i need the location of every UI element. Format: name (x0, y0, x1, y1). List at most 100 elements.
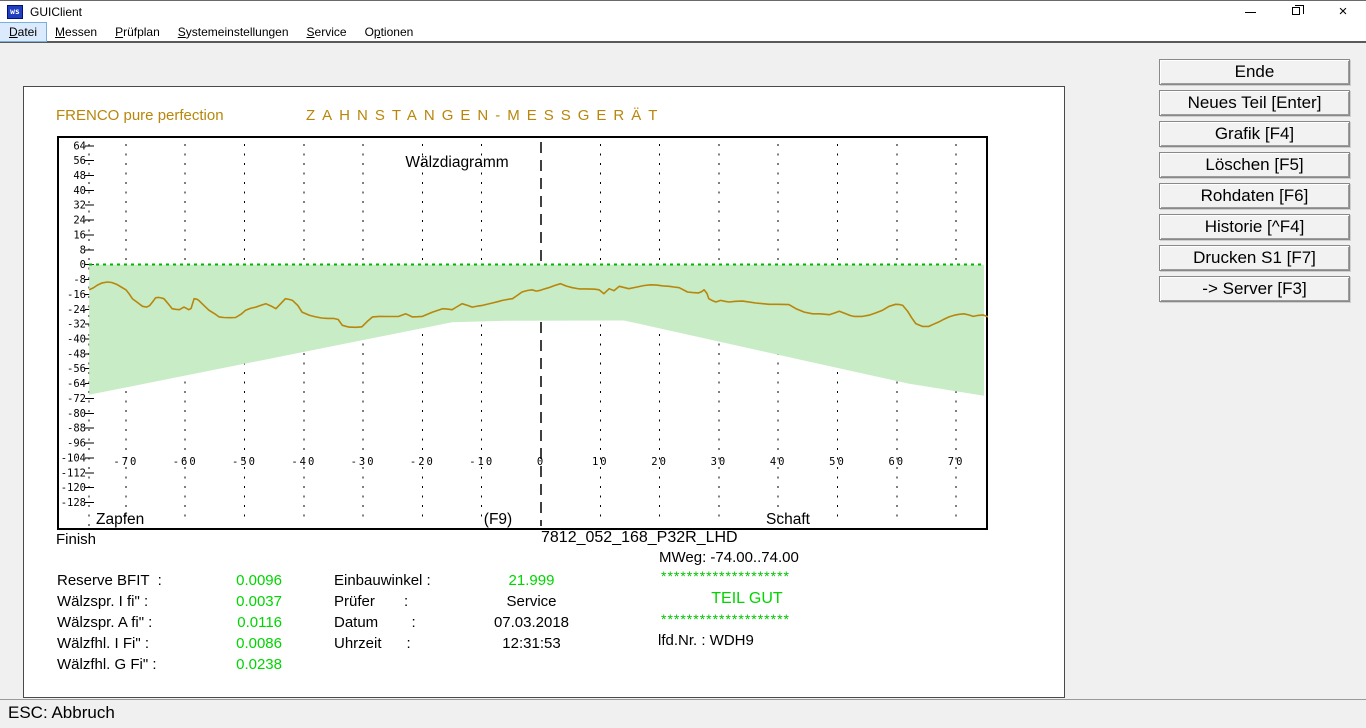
info-row: Datum : 07.03.2018 (334, 614, 569, 635)
historie-button[interactable]: Historie [^F4] (1159, 214, 1350, 240)
svg-text:-120: -120 (61, 482, 86, 494)
menu-item-service[interactable]: Service (306, 25, 347, 39)
svg-text:Zapfen: Zapfen (96, 511, 144, 528)
svg-text:-128: -128 (61, 497, 86, 509)
walz-diagram-svg: 64 56 48 40 32 24 16 8 0 -8 -16 -24 -32 -40 -48 -56 -64 -… (61, 140, 988, 528)
grafik-button[interactable]: Grafik [F4] (1159, 121, 1350, 147)
part-number: 7812_052_168_P32R_LHD (541, 529, 738, 546)
measurement-values-middle: Einbauwinkel : 21.999 Prüfer : Service Datum… (334, 572, 569, 656)
ende-button[interactable]: Ende (1159, 59, 1350, 85)
info-label: Uhrzeit : (334, 635, 411, 652)
svg-text:-88: -88 (67, 423, 86, 435)
loeschen-button[interactable]: Löschen [F5] (1159, 152, 1350, 178)
svg-text:-50: -50 (232, 456, 257, 468)
app-icon: ws (7, 5, 23, 19)
svg-text:-16: -16 (67, 289, 86, 301)
status-bar-text: ESC: Abbruch (8, 703, 115, 722)
svg-text:40: 40 (73, 185, 86, 197)
info-value: Service (506, 593, 557, 610)
measurement-values-left: Reserve BFIT : 0.0096 Wälzspr. I fi" : 0.00… (57, 572, 282, 677)
info-row: Uhrzeit : 12:31:53 (334, 635, 561, 656)
svg-text:-40: -40 (67, 334, 86, 346)
menu-bar: Datei Messen Prüfplan Systemeinstellungen Se… (0, 22, 1366, 43)
svg-text:30: 30 (711, 456, 728, 468)
menu-item-optionen[interactable]: Optionen (364, 25, 414, 39)
brand-label: FRENCO pure perfection (56, 107, 224, 124)
info-label: Wälzfhl. G Fi" : (57, 656, 157, 673)
svg-text:24: 24 (73, 215, 86, 227)
svg-text:40: 40 (770, 456, 787, 468)
menu-item-pruefplan[interactable]: Prüfplan (115, 25, 160, 39)
info-value: 07.03.2018 (493, 614, 570, 631)
menu-item-messen[interactable]: Messen (55, 25, 98, 39)
info-row: Reserve BFIT : 0.0096 (57, 572, 282, 593)
finish-label: Finish (56, 531, 97, 548)
stars-top: ******************** (661, 568, 790, 584)
svg-text:8: 8 (80, 244, 86, 256)
info-row: Einbauwinkel : 21.999 (334, 572, 554, 593)
info-row: Prüfer : Service (334, 593, 557, 614)
action-button-stack: Ende Neues Teil [Enter] Grafik [F4] Löschen… (1159, 59, 1350, 307)
info-label: Datum : (334, 614, 416, 631)
close-button[interactable]: × (1320, 1, 1366, 23)
info-label: Reserve BFIT : (57, 572, 162, 589)
svg-text:-70: -70 (113, 456, 138, 468)
svg-text:60: 60 (888, 456, 905, 468)
menu-item-datei[interactable]: Datei (0, 22, 48, 42)
svg-text:(F9): (F9) (484, 511, 512, 528)
info-value: 0.0116 (237, 614, 282, 631)
info-row: Wälzfhl. G Fi" : 0.0238 (57, 656, 282, 677)
walz-diagram-chart: 64 56 48 40 32 24 16 8 0 -8 -16 -24 -32 -40 -48 -56 -64 -… (57, 136, 988, 530)
device-title: ZAHNSTANGEN-MESSGERÄT (306, 107, 665, 124)
info-row: Wälzspr. I fi" : 0.0037 (57, 593, 282, 614)
y-tick-labels: 64 56 48 40 32 24 16 8 0 -8 -16 -24 -32 -40 -48 -56 -64 -… (61, 140, 86, 509)
svg-text:16: 16 (73, 229, 86, 241)
info-row: Wälzfhl. I Fi" : 0.0086 (57, 635, 282, 656)
svg-text:-104: -104 (61, 452, 86, 464)
drucken-button[interactable]: Drucken S1 [F7] (1159, 245, 1350, 271)
restore-button[interactable] (1274, 1, 1320, 23)
svg-text:-8: -8 (73, 274, 86, 286)
svg-text:-10: -10 (469, 456, 494, 468)
svg-text:10: 10 (592, 456, 609, 468)
svg-text:0: 0 (537, 456, 545, 468)
info-value: 0.0238 (236, 656, 282, 673)
menu-item-systemeinstellungen[interactable]: Systemeinstellungen (177, 25, 289, 39)
restore-icon (1292, 5, 1304, 15)
svg-text:-56: -56 (67, 363, 86, 375)
svg-text:70: 70 (948, 456, 965, 468)
svg-text:-64: -64 (67, 378, 86, 390)
svg-text:-96: -96 (67, 438, 86, 450)
svg-text:-48: -48 (67, 348, 86, 360)
info-value: 21.999 (508, 572, 555, 589)
tolerance-band (89, 264, 984, 396)
measurement-panel: FRENCO pure perfection ZAHNSTANGEN-MESSG… (23, 86, 1065, 698)
rohdaten-button[interactable]: Rohdaten [F6] (1159, 183, 1350, 209)
svg-text:Schaft: Schaft (766, 511, 811, 528)
svg-text:-112: -112 (61, 467, 86, 479)
verdict-label: TEIL GUT (711, 590, 783, 607)
info-label: Wälzspr. A fi" : (57, 614, 153, 631)
measurement-range-label: MWeg: -74.00..74.00 (659, 549, 799, 566)
svg-text:56: 56 (73, 155, 86, 167)
svg-text:-20: -20 (410, 456, 435, 468)
minimize-icon (1245, 12, 1256, 13)
info-value: 12:31:53 (502, 635, 561, 652)
svg-text:0: 0 (80, 259, 86, 271)
svg-text:20: 20 (651, 456, 668, 468)
info-label: Wälzfhl. I Fi" : (57, 635, 149, 652)
minimize-button[interactable] (1228, 1, 1274, 23)
svg-text:50: 50 (829, 456, 846, 468)
close-icon: × (1338, 3, 1348, 20)
info-row: Wälzspr. A fi" : 0.0116 (57, 614, 282, 635)
svg-text:-60: -60 (173, 456, 198, 468)
neues-teil-button[interactable]: Neues Teil [Enter] (1159, 90, 1350, 116)
info-value: 0.0037 (236, 593, 282, 610)
info-value: 0.0086 (236, 635, 282, 652)
svg-text:-32: -32 (67, 319, 86, 331)
server-button[interactable]: -> Server [F3] (1159, 276, 1350, 302)
stars-bottom: ******************** (661, 611, 790, 627)
svg-text:64: 64 (73, 140, 86, 152)
svg-text:32: 32 (73, 200, 86, 212)
info-label: Wälzspr. I fi" : (57, 593, 149, 610)
